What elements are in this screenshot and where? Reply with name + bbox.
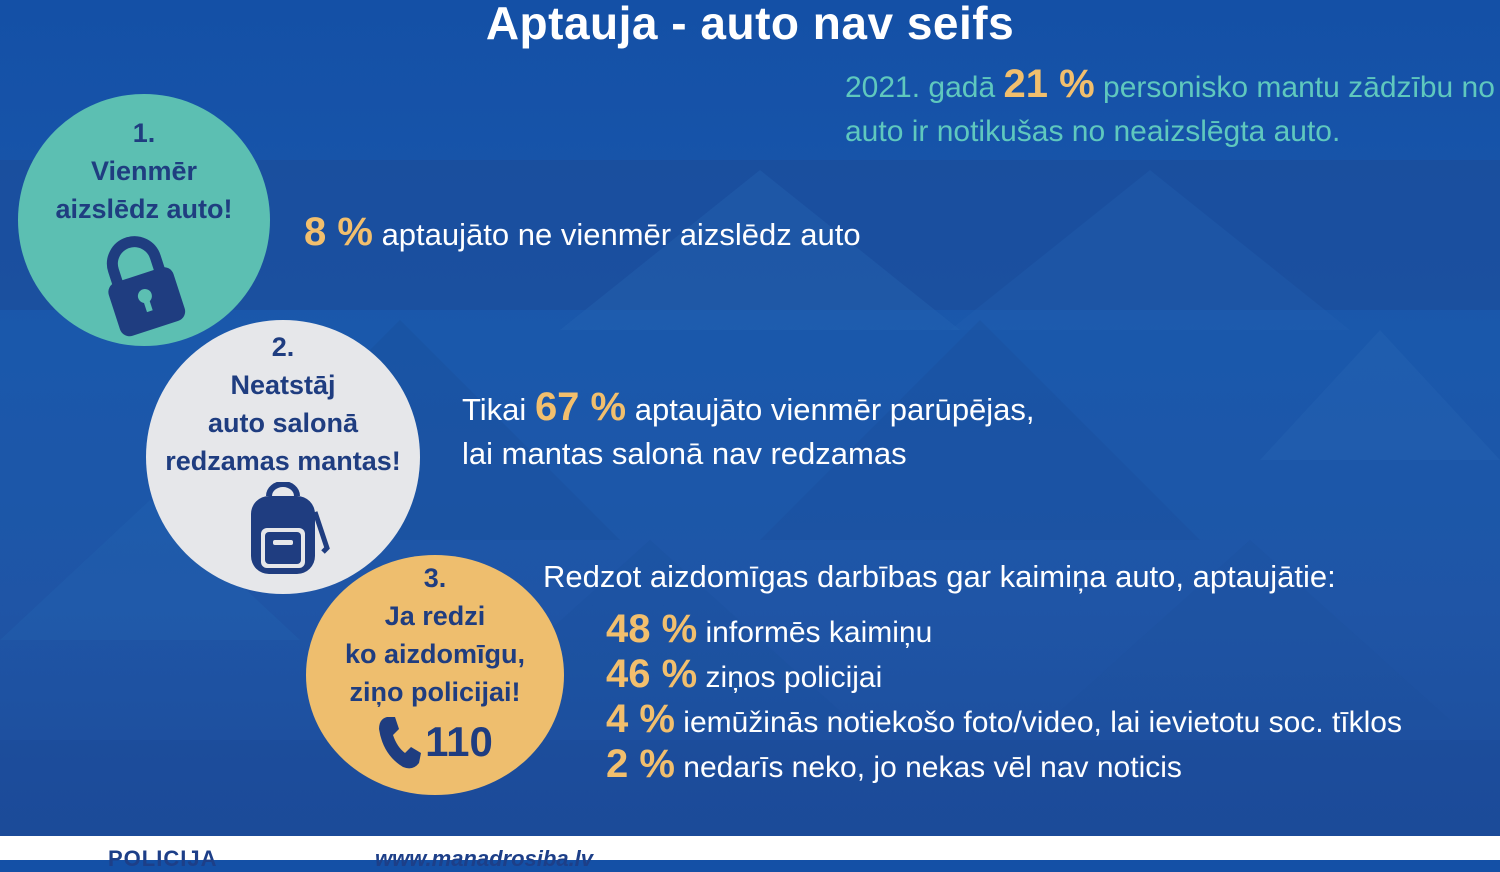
- list-item: 4 % iemūžinās notiekošo foto/video, lai …: [606, 697, 1402, 742]
- police-logo: POLICIJA: [108, 846, 218, 871]
- tip-line: Neatstāj: [230, 370, 336, 400]
- stat-text: aptaujāto vienmēr parūpējas,: [634, 392, 1035, 427]
- tip-number: 1.: [132, 118, 156, 148]
- list-text: ziņos policijai: [705, 661, 883, 694]
- tip-line: ko aizdomīgu,: [344, 639, 525, 669]
- response-list: 48 % informēs kaimiņu 46 % ziņos policij…: [606, 607, 1402, 787]
- list-text: iemūžinās notiekošo foto/video, lai ievi…: [683, 706, 1402, 739]
- page-title: Aptauja - auto nav seifs: [485, 0, 1015, 49]
- tip-line: ziņo policijai!: [349, 677, 521, 707]
- emergency-number: 110: [425, 718, 493, 765]
- stat-percent: 67 %: [534, 385, 627, 429]
- top-stat-year: 2021. gadā: [845, 71, 996, 104]
- list-percent: 46 %: [606, 652, 698, 696]
- phone-icon: [379, 717, 422, 769]
- stat-percent: 8 %: [304, 210, 373, 254]
- tip-line: Vienmēr: [90, 156, 198, 186]
- stat-prefix: Tikai: [462, 392, 527, 427]
- list-percent: 2 %: [606, 742, 675, 786]
- website-link[interactable]: www.manadrosiba.lv: [375, 846, 594, 871]
- list-text: informēs kaimiņu: [705, 616, 933, 649]
- list-item: 46 % ziņos policijai: [606, 652, 1402, 697]
- stat-always-lock: 8 % aptaujāto ne vienmēr aizslēdz auto: [304, 210, 861, 257]
- tip-line: redzamas mantas!: [165, 446, 401, 476]
- stat-text: aptaujāto ne vienmēr aizslēdz auto: [381, 217, 861, 252]
- tip-line: Ja redzi: [384, 601, 486, 631]
- tip-line: aizslēdz auto!: [55, 194, 233, 224]
- list-percent: 4 %: [606, 697, 675, 741]
- stat-hide-items: Tikai 67 % aptaujāto vienmēr parūpējas, …: [462, 385, 1035, 476]
- stat-suspicious-header: Redzot aizdomīgas darbības gar kaimiņa a…: [543, 559, 1336, 594]
- list-percent: 48 %: [606, 607, 698, 651]
- tip-line: auto salonā: [207, 408, 359, 438]
- list-text: nedarīs neko, jo nekas vēl nav noticis: [683, 751, 1182, 784]
- list-item: 48 % informēs kaimiņu: [606, 607, 1402, 652]
- top-stat-text: personisko mantu zādzību no auto ir noti…: [845, 71, 1495, 148]
- backpack-icon: [251, 482, 330, 574]
- tip-circle-1: 1. Vienmēr aizslēdz auto!: [18, 94, 270, 346]
- tip-circle-2: 2. Neatstāj auto salonā redzamas mantas!: [146, 320, 420, 594]
- stat-text: lai mantas salonā nav redzamas: [462, 436, 907, 471]
- top-statistic: 2021. gadā 21 % personisko mantu zādzību…: [845, 62, 1495, 154]
- list-item: 2 % nedarīs neko, jo nekas vēl nav notic…: [606, 742, 1402, 787]
- footer-bar: POLICIJA www.manadrosiba.lv: [0, 836, 1500, 871]
- tip-number: 3.: [423, 563, 447, 593]
- tip-circle-3: 3. Ja redzi ko aizdomīgu, ziņo policijai…: [306, 555, 564, 795]
- top-stat-percent: 21 %: [1003, 62, 1095, 106]
- lock-icon: [106, 236, 186, 337]
- tip-number: 2.: [271, 332, 295, 362]
